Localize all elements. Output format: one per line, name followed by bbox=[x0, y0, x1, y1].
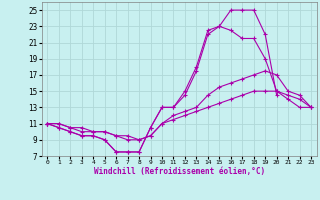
X-axis label: Windchill (Refroidissement éolien,°C): Windchill (Refroidissement éolien,°C) bbox=[94, 167, 265, 176]
